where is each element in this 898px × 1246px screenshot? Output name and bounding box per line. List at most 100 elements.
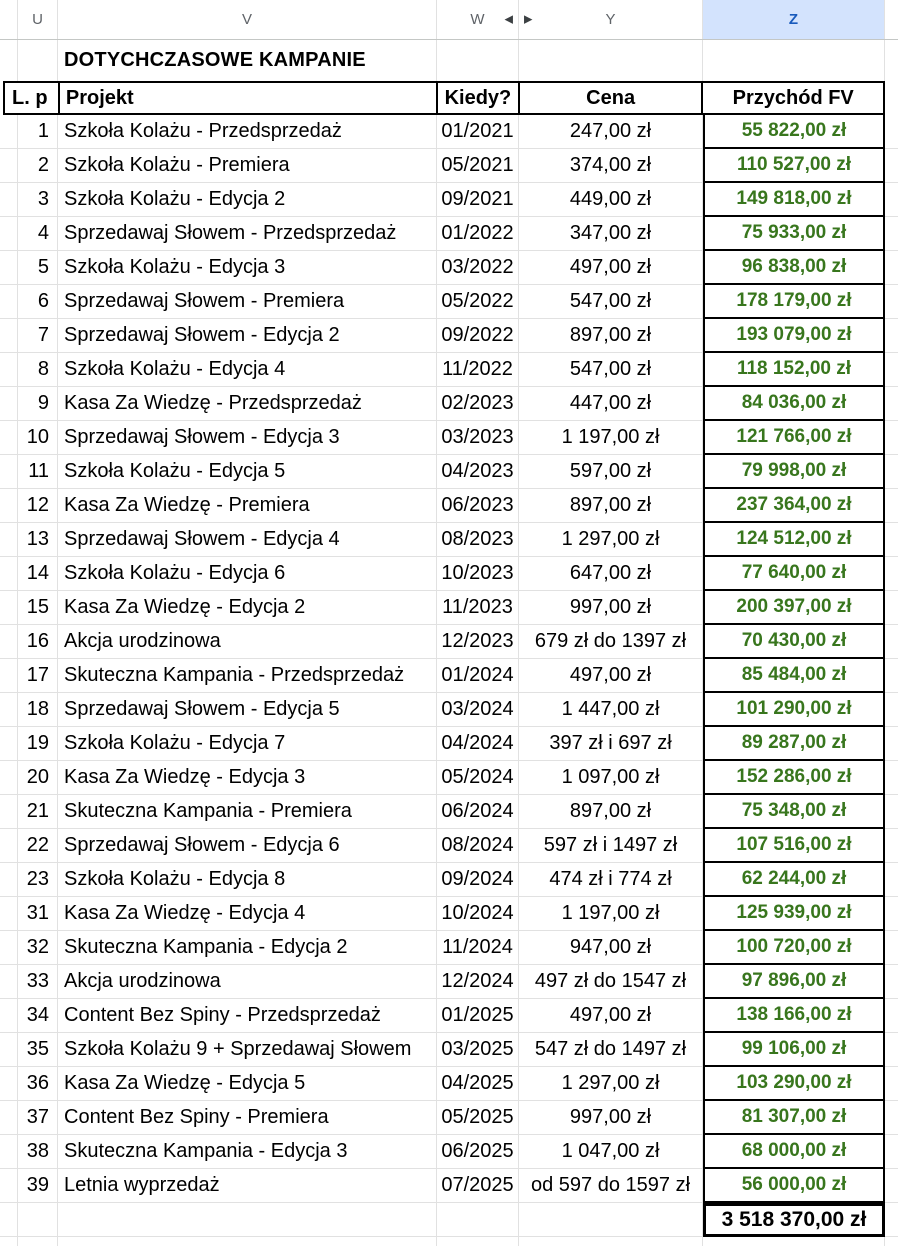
cell-kiedy[interactable]: 12/2024	[437, 965, 519, 999]
cell-gutter[interactable]	[0, 863, 18, 897]
total-przychod[interactable]: 3 518 370,00 zł	[703, 1203, 885, 1237]
cell-edge[interactable]	[885, 1033, 898, 1067]
cell-edge[interactable]	[885, 1169, 898, 1203]
cell-gutter[interactable]	[0, 999, 18, 1033]
cell-projekt[interactable]: Skuteczna Kampania - Edycja 3	[58, 1135, 437, 1169]
cell-projekt[interactable]: Kasa Za Wiedzę - Edycja 5	[58, 1067, 437, 1101]
cell-projekt[interactable]: Szkoła Kolażu - Premiera	[58, 149, 437, 183]
cell-cena[interactable]: 497,00 zł	[519, 999, 703, 1033]
empty-cell[interactable]	[18, 1237, 58, 1246]
cell-projekt[interactable]: Sprzedawaj Słowem - Edycja 5	[58, 693, 437, 727]
cell-kiedy[interactable]: 11/2022	[437, 353, 519, 387]
cell-cena[interactable]: 397 zł i 697 zł	[519, 727, 703, 761]
unhide-column-right-icon[interactable]: ▶	[524, 13, 533, 25]
cell-przychod[interactable]: 70 430,00 zł	[703, 625, 885, 659]
cell-cena[interactable]: 897,00 zł	[519, 319, 703, 353]
cell-edge[interactable]	[885, 897, 898, 931]
cell-edge[interactable]	[885, 625, 898, 659]
cell-projekt[interactable]: Sprzedawaj Słowem - Edycja 3	[58, 421, 437, 455]
cell-gutter[interactable]	[0, 659, 18, 693]
cell-cena[interactable]: 447,00 zł	[519, 387, 703, 421]
cell-gutter[interactable]	[0, 1033, 18, 1067]
cell-przychod[interactable]: 121 766,00 zł	[703, 421, 885, 455]
cell-kiedy[interactable]: 09/2022	[437, 319, 519, 353]
cell-projekt[interactable]: Content Bez Spiny - Premiera	[58, 1101, 437, 1135]
cell-lp[interactable]: 14	[18, 557, 58, 591]
cell-gutter[interactable]	[0, 455, 18, 489]
cell-projekt[interactable]: Szkoła Kolażu - Edycja 4	[58, 353, 437, 387]
cell-lp[interactable]: 3	[18, 183, 58, 217]
cell-cena[interactable]: 597,00 zł	[519, 455, 703, 489]
empty-cell[interactable]	[519, 40, 703, 81]
cell-gutter[interactable]	[0, 489, 18, 523]
cell-gutter[interactable]	[0, 285, 18, 319]
cell-kiedy[interactable]: 01/2022	[437, 217, 519, 251]
cell-przychod[interactable]: 200 397,00 zł	[703, 591, 885, 625]
cell-gutter[interactable]	[0, 795, 18, 829]
cell-cena[interactable]: 347,00 zł	[519, 217, 703, 251]
cell-projekt[interactable]: Kasa Za Wiedzę - Edycja 2	[58, 591, 437, 625]
cell-gutter[interactable]	[0, 387, 18, 421]
cell-cena[interactable]: 679 zł do 1397 zł	[519, 625, 703, 659]
empty-cell[interactable]	[58, 1203, 437, 1237]
cell-przychod[interactable]: 81 307,00 zł	[703, 1101, 885, 1135]
header-cena[interactable]: Cena	[520, 83, 704, 113]
cell-przychod[interactable]: 96 838,00 zł	[703, 251, 885, 285]
cell-edge[interactable]	[885, 931, 898, 965]
cell-przychod[interactable]: 107 516,00 zł	[703, 829, 885, 863]
cell-cena[interactable]: 1 447,00 zł	[519, 693, 703, 727]
cell-projekt[interactable]: Szkoła Kolażu - Edycja 8	[58, 863, 437, 897]
cell-lp[interactable]: 9	[18, 387, 58, 421]
cell-edge[interactable]	[885, 387, 898, 421]
cell-edge[interactable]	[885, 1067, 898, 1101]
cell-edge[interactable]	[885, 761, 898, 795]
cell-cena[interactable]: 1 197,00 zł	[519, 421, 703, 455]
cell-lp[interactable]: 18	[18, 693, 58, 727]
cell-cena[interactable]: 1 197,00 zł	[519, 897, 703, 931]
cell-edge[interactable]	[885, 591, 898, 625]
cell-gutter[interactable]	[0, 965, 18, 999]
cell-projekt[interactable]: Akcja urodzinowa	[58, 625, 437, 659]
cell-gutter[interactable]	[0, 557, 18, 591]
cell-przychod[interactable]: 77 640,00 zł	[703, 557, 885, 591]
cell-przychod[interactable]: 193 079,00 zł	[703, 319, 885, 353]
cell-projekt[interactable]: Szkoła Kolażu - Edycja 7	[58, 727, 437, 761]
cell-kiedy[interactable]: 01/2021	[437, 115, 519, 149]
cell-edge[interactable]	[885, 795, 898, 829]
cell-projekt[interactable]: Content Bez Spiny - Przedsprzedaż	[58, 999, 437, 1033]
cell-cena[interactable]: 449,00 zł	[519, 183, 703, 217]
empty-cell[interactable]	[885, 40, 898, 81]
empty-cell[interactable]	[437, 40, 519, 81]
empty-cell[interactable]	[519, 1237, 703, 1246]
empty-cell[interactable]	[0, 40, 18, 81]
cell-gutter[interactable]	[0, 523, 18, 557]
unhide-column-left-icon[interactable]: ◀	[504, 13, 513, 25]
cell-kiedy[interactable]: 03/2025	[437, 1033, 519, 1067]
cell-edge[interactable]	[885, 557, 898, 591]
empty-cell[interactable]	[58, 1237, 437, 1246]
cell-lp[interactable]: 8	[18, 353, 58, 387]
cell-przychod[interactable]: 75 933,00 zł	[703, 217, 885, 251]
cell-edge[interactable]	[885, 965, 898, 999]
cell-przychod[interactable]: 110 527,00 zł	[703, 149, 885, 183]
cell-gutter[interactable]	[0, 761, 18, 795]
cell-kiedy[interactable]: 05/2021	[437, 149, 519, 183]
cell-gutter[interactable]	[0, 931, 18, 965]
empty-cell[interactable]	[18, 40, 58, 81]
cell-kiedy[interactable]: 03/2022	[437, 251, 519, 285]
cell-projekt[interactable]: Szkoła Kolażu - Edycja 3	[58, 251, 437, 285]
cell-cena[interactable]: od 597 do 1597 zł	[519, 1169, 703, 1203]
cell-gutter[interactable]	[0, 319, 18, 353]
cell-projekt[interactable]: Kasa Za Wiedzę - Edycja 4	[58, 897, 437, 931]
cell-kiedy[interactable]: 06/2025	[437, 1135, 519, 1169]
cell-gutter[interactable]	[0, 1101, 18, 1135]
cell-projekt[interactable]: Szkoła Kolażu - Edycja 6	[58, 557, 437, 591]
cell-edge[interactable]	[885, 353, 898, 387]
cell-kiedy[interactable]: 05/2022	[437, 285, 519, 319]
cell-przychod[interactable]: 55 822,00 zł	[703, 115, 885, 149]
cell-lp[interactable]: 2	[18, 149, 58, 183]
cell-projekt[interactable]: Szkoła Kolażu - Przedsprzedaż	[58, 115, 437, 149]
cell-edge[interactable]	[885, 251, 898, 285]
cell-cena[interactable]: 247,00 zł	[519, 115, 703, 149]
cell-kiedy[interactable]: 06/2023	[437, 489, 519, 523]
